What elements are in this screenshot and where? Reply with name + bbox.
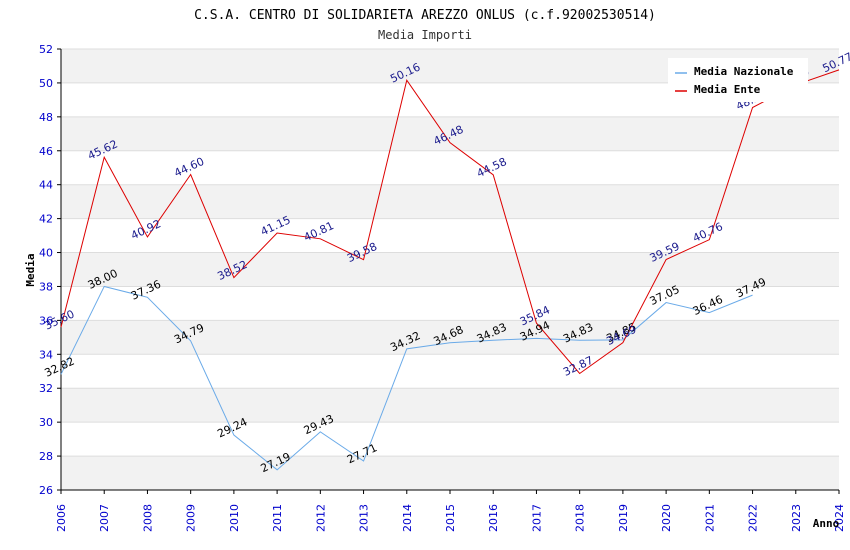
y-tick-label: 36 [39, 314, 53, 327]
series-line-media-nazionale [60, 285, 753, 471]
x-tick-label: 2010 [228, 504, 241, 532]
x-tick-label: 2018 [574, 504, 587, 532]
y-tick-label: 52 [39, 43, 53, 56]
y-tick-label: 40 [39, 247, 53, 260]
x-tick-label: 2015 [444, 504, 457, 532]
plot-band [61, 252, 839, 287]
data-label: 44.58 [475, 155, 509, 180]
y-axis-ticks: 26 28 30 32 34 36 38 40 42 44 46 48 50 52 [39, 43, 61, 497]
x-tick-label: 2006 [55, 504, 68, 532]
y-tick-label: 28 [39, 450, 53, 463]
chart-subtitle: Media Importi [378, 28, 472, 42]
series-lines [60, 69, 840, 471]
x-tick-label: 2023 [790, 504, 803, 532]
y-tick-label: 26 [39, 484, 53, 497]
y-tick-label: 30 [39, 416, 53, 429]
x-tick-label: 2011 [271, 504, 284, 532]
y-tick-label: 38 [39, 280, 53, 293]
y-tick-label: 48 [39, 111, 53, 124]
y-tick-label: 34 [39, 348, 53, 361]
legend-label-media-nazionale: Media Nazionale [694, 65, 794, 78]
x-tick-label: 2024 [833, 504, 846, 532]
x-tick-label: 2016 [487, 504, 500, 532]
x-tick-label: 2013 [358, 504, 371, 532]
x-tick-label: 2021 [703, 504, 716, 532]
x-tick-label: 2014 [401, 504, 414, 532]
plot-band [61, 456, 839, 490]
y-tick-label: 42 [39, 213, 53, 226]
plot-background-bands [61, 49, 839, 490]
series-line-media-ente [60, 69, 840, 375]
x-tick-label: 2009 [185, 504, 198, 532]
plot-band [61, 388, 839, 423]
x-tick-label: 2008 [141, 504, 154, 532]
data-label: 40.81 [302, 219, 336, 244]
data-label: 40.92 [129, 217, 163, 242]
legend: Media Nazionale Media Ente [668, 58, 808, 102]
data-label: 40.76 [691, 220, 725, 245]
legend-box [668, 58, 808, 102]
y-tick-label: 32 [39, 382, 53, 395]
plot-band [61, 116, 839, 151]
y-axis-label: Media [24, 253, 37, 286]
data-label: 36.46 [691, 293, 725, 318]
x-tick-label: 2022 [747, 504, 760, 532]
x-axis-label: Anno [813, 517, 840, 530]
x-tick-label: 2020 [660, 504, 673, 532]
plot-band [61, 320, 839, 355]
y-tick-label: 44 [39, 179, 53, 192]
x-tick-label: 2019 [617, 504, 630, 532]
y-tick-label: 50 [39, 77, 53, 90]
x-tick-label: 2017 [530, 504, 543, 532]
legend-label-media-ente: Media Ente [694, 83, 761, 96]
plot-band [61, 184, 839, 219]
x-tick-label: 2012 [314, 504, 327, 532]
y-tick-label: 46 [39, 145, 53, 158]
x-tick-label: 2007 [98, 504, 111, 532]
chart-title: C.S.A. CENTRO DI SOLIDARIETA AREZZO ONLU… [194, 8, 656, 23]
x-axis-ticks: 2006 2007 2008 2009 2010 2011 2012 2013 2014 2015… [55, 490, 846, 532]
